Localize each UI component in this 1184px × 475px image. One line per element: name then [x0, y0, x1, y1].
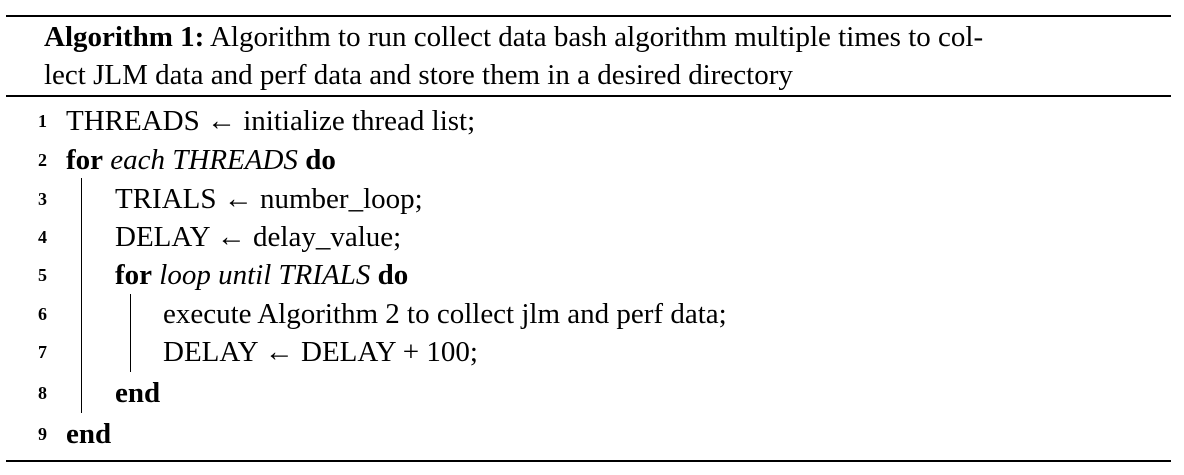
line-number: 1 — [38, 111, 47, 131]
bottom-rule — [6, 460, 1171, 462]
line-number: 2 — [38, 150, 47, 170]
keyword-end: end — [115, 377, 161, 409]
line-text: execute Algorithm 2 to collect jlm and p… — [163, 298, 727, 330]
algorithm-caption: Algorithm 1: Algorithm to run collect da… — [44, 18, 1124, 94]
line-number: 9 — [38, 424, 47, 444]
inner-loop-block-bar — [130, 294, 131, 372]
keyword-for: for — [66, 144, 104, 176]
line-text: THREADS ← initialize thread list; — [66, 105, 476, 137]
line-number: 5 — [38, 265, 47, 285]
line-number: 6 — [38, 304, 47, 324]
for-statement: for loop until TRIALS do — [115, 256, 408, 294]
line-number: 3 — [38, 189, 47, 209]
caption-text-line2: lect JLM data and perf data and store th… — [44, 59, 793, 91]
for-statement: for each THREADS do — [66, 141, 336, 179]
line-number: 7 — [38, 342, 47, 362]
keyword-end: end — [66, 418, 112, 450]
top-rule — [6, 15, 1171, 17]
keyword-do: do — [377, 259, 409, 291]
line-text: DELAY ← delay_value; — [115, 221, 402, 253]
line-text: TRIALS ← number_loop; — [115, 183, 423, 215]
line-number: 8 — [38, 383, 47, 403]
loop-condition: each THREADS — [110, 144, 298, 176]
line-number: 4 — [38, 227, 47, 247]
line-text: DELAY ← DELAY + 100; — [163, 336, 478, 368]
middle-rule — [6, 95, 1171, 97]
caption-text-line1: Algorithm to run collect data bash algor… — [209, 21, 984, 53]
loop-condition: loop until TRIALS — [159, 259, 371, 291]
outer-loop-block-bar — [81, 178, 82, 413]
keyword-do: do — [305, 144, 336, 176]
keyword-for: for — [115, 259, 153, 291]
algorithm-label: Algorithm 1: — [44, 21, 205, 53]
